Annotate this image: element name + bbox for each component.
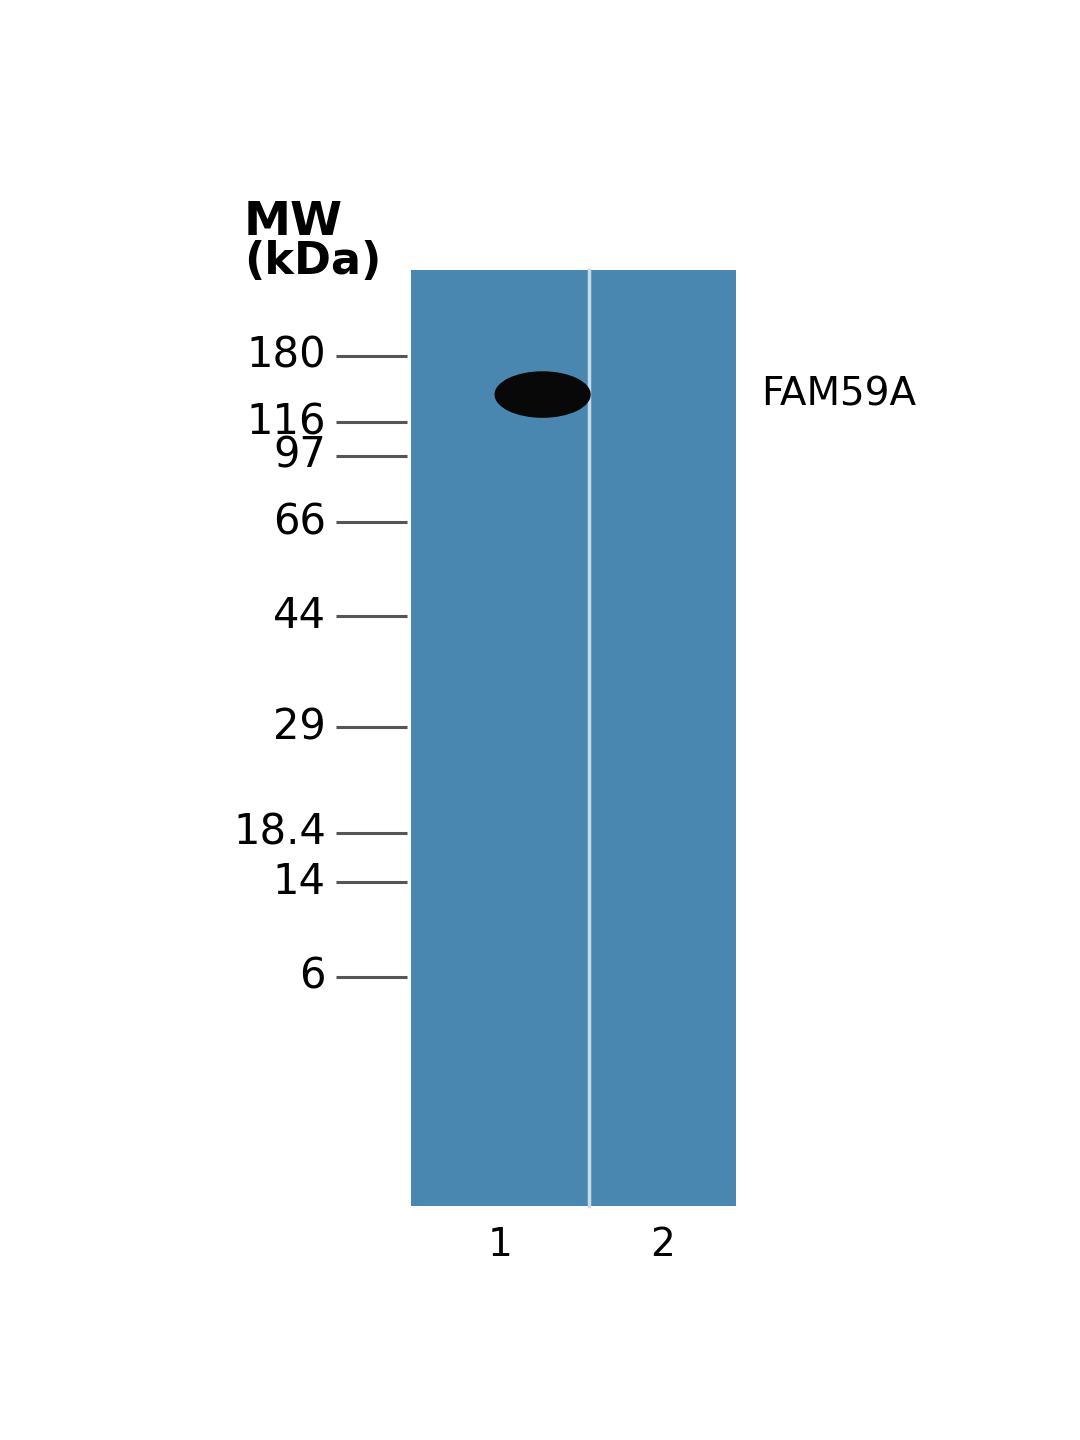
Text: 29: 29 <box>273 706 326 749</box>
Text: 97: 97 <box>273 435 326 477</box>
Text: 6: 6 <box>299 956 326 998</box>
Text: 44: 44 <box>273 595 326 638</box>
Bar <box>411 271 735 1207</box>
Ellipse shape <box>495 372 591 418</box>
Text: (kDa): (kDa) <box>244 240 381 284</box>
Text: 18.4: 18.4 <box>233 812 326 854</box>
Text: FAM59A: FAM59A <box>761 376 916 413</box>
Text: 14: 14 <box>273 861 326 903</box>
Text: MW: MW <box>244 200 343 245</box>
Text: 1: 1 <box>488 1227 513 1264</box>
Text: 180: 180 <box>246 334 326 377</box>
Text: 66: 66 <box>273 501 326 543</box>
Text: 116: 116 <box>246 402 326 444</box>
Text: 2: 2 <box>650 1227 675 1264</box>
